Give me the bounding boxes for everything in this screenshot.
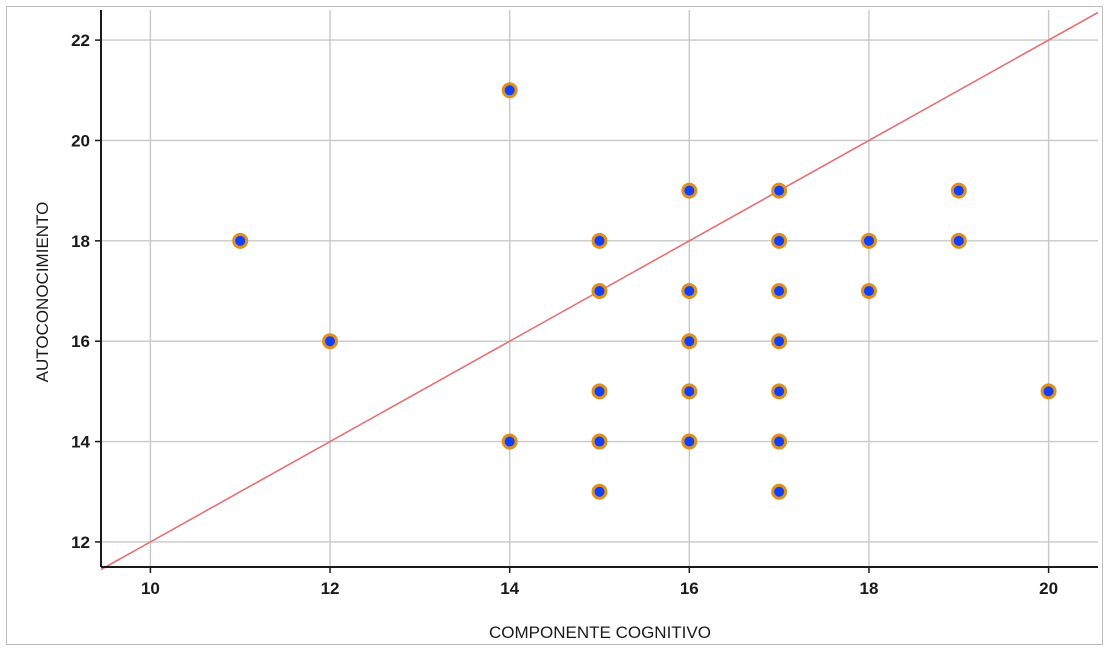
x-tick-label: 10	[141, 579, 160, 598]
data-point	[771, 333, 788, 350]
data-point	[681, 333, 698, 350]
data-point	[771, 483, 788, 500]
y-tick-label: 22	[71, 31, 90, 50]
data-point	[681, 383, 698, 400]
y-tick-label: 18	[71, 232, 90, 251]
x-tick-label: 14	[500, 579, 519, 598]
data-point	[681, 283, 698, 300]
frame-border	[6, 6, 1103, 645]
data-point	[771, 232, 788, 249]
data-point	[232, 232, 249, 249]
data-point	[501, 82, 518, 99]
data-point	[681, 433, 698, 450]
data-point	[771, 433, 788, 450]
x-tick-label: 18	[859, 579, 878, 598]
data-point	[681, 182, 698, 199]
data-point	[591, 383, 608, 400]
y-tick-label: 12	[71, 533, 90, 552]
grid-lines	[101, 10, 1098, 567]
data-point	[950, 232, 967, 249]
data-point	[591, 433, 608, 450]
y-tick-label: 16	[71, 332, 90, 351]
y-tick-label: 14	[71, 433, 90, 452]
y-axis-title: AUTOCONOCIMIENTO	[33, 202, 52, 383]
data-point	[771, 383, 788, 400]
data-point	[322, 333, 339, 350]
data-point	[591, 483, 608, 500]
data-point	[771, 182, 788, 199]
x-tick-label: 16	[680, 579, 699, 598]
axes	[95, 10, 1098, 573]
x-tick-label: 12	[321, 579, 340, 598]
tick-labels: 10 12 14 16 18 20 12 14 16 18 20 22	[71, 31, 1058, 598]
data-point	[950, 182, 967, 199]
data-point	[860, 232, 877, 249]
data-point	[591, 283, 608, 300]
data-point	[591, 232, 608, 249]
x-tick-label: 20	[1039, 579, 1058, 598]
data-point	[501, 433, 518, 450]
x-axis-title: COMPONENTE COGNITIVO	[489, 623, 711, 642]
data-point	[1040, 383, 1057, 400]
data-point	[771, 283, 788, 300]
y-tick-label: 20	[71, 131, 90, 150]
data-point	[860, 283, 877, 300]
data-points	[232, 82, 1057, 500]
